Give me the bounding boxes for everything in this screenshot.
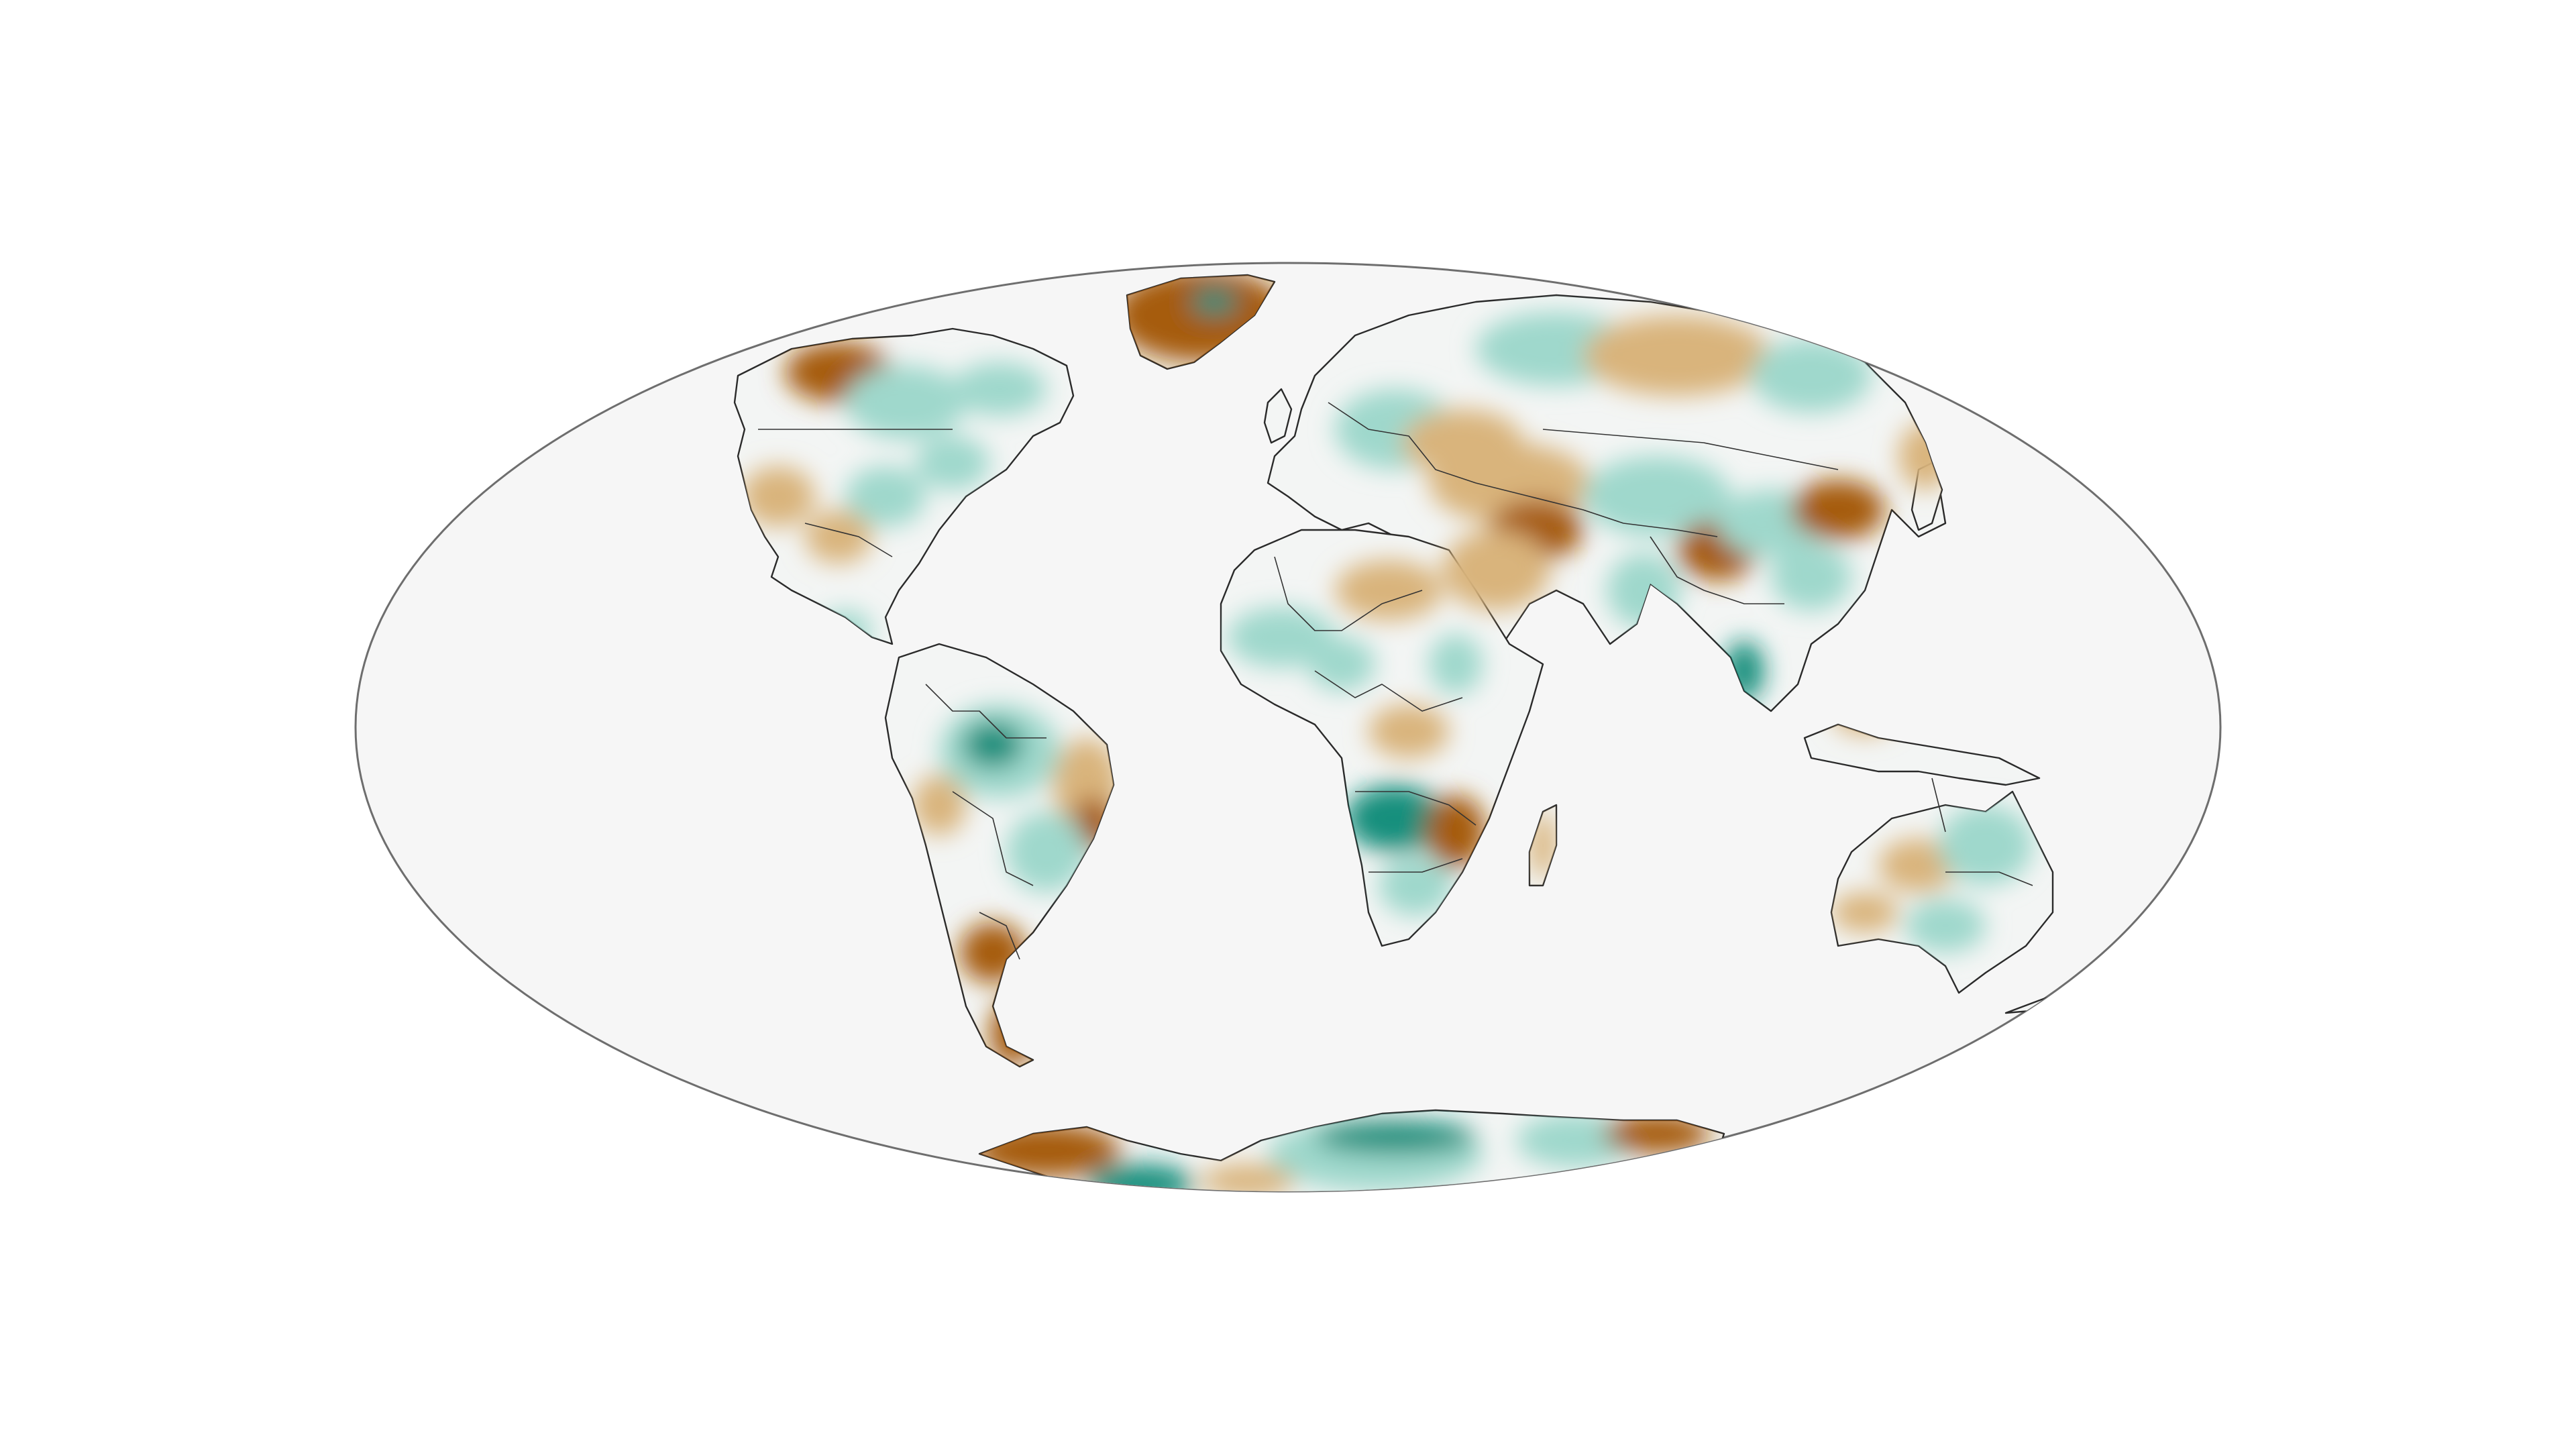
united-kingdom [1263,388,1293,444]
country-borders [758,402,2033,960]
indonesia [1803,723,2041,786]
